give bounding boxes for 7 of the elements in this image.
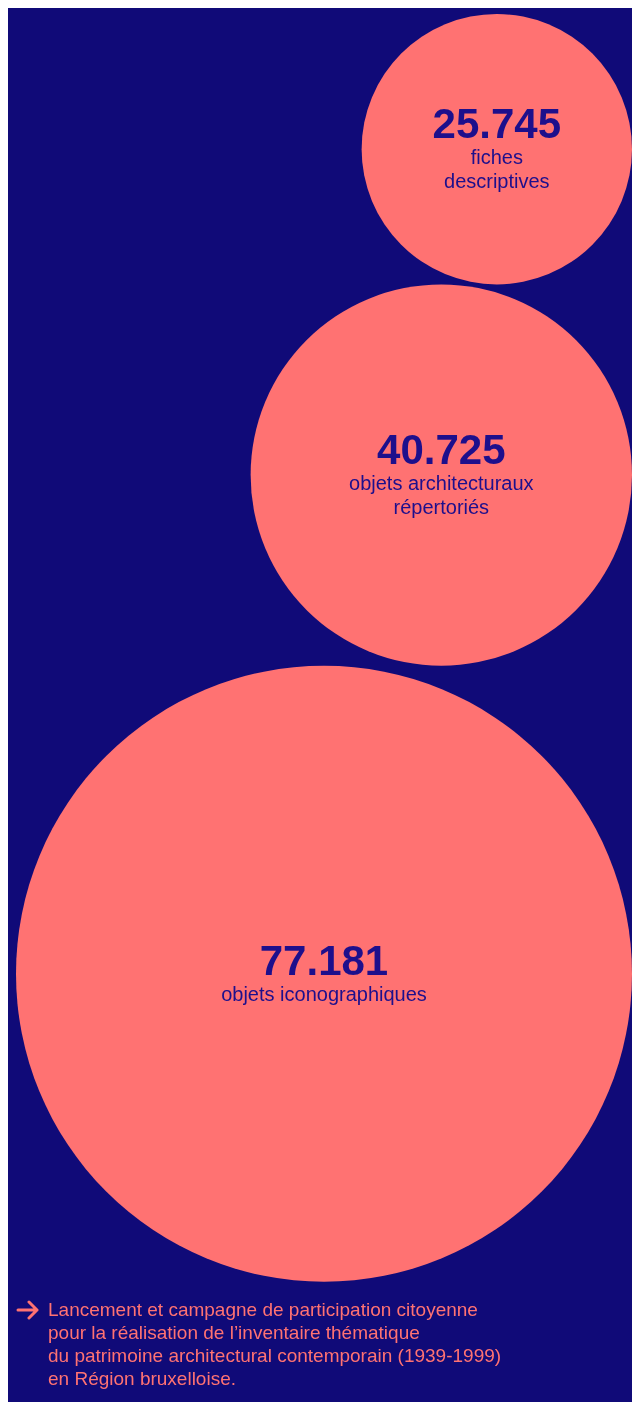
data-label: 77.181	[259, 936, 389, 984]
data-label: 25.745	[432, 100, 562, 148]
data-label: 40.725	[377, 426, 506, 474]
category-label: fiches descriptives	[444, 146, 550, 193]
text: Lancement et campagne de participation citoyenne pour la réalisation de l’inventaire thématique du patrimoine architectural contemporain (1939-1999) en Région bruxelloise.	[48, 1298, 502, 1390]
category-label: objets architecturaux répertoriés	[349, 472, 534, 519]
category-label: objets iconographiques	[221, 982, 427, 1005]
